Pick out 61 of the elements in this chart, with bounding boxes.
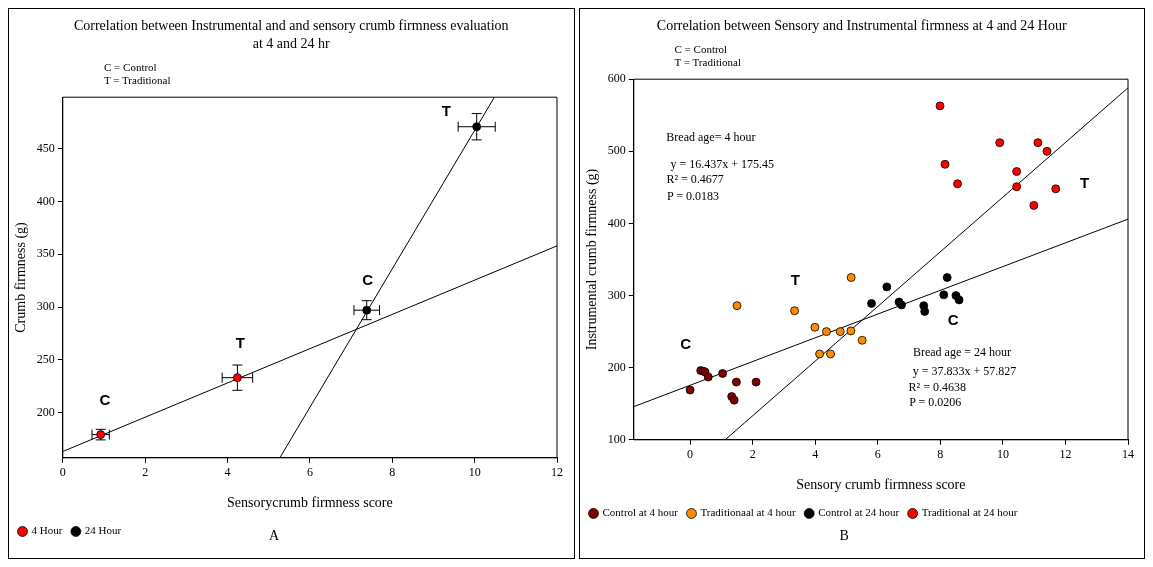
x-tick-label: 8 <box>936 447 943 462</box>
legend-label: Control at 4 hour <box>602 506 678 519</box>
text: A <box>269 528 280 544</box>
annotation: P = 0.0206 <box>908 395 961 410</box>
text: C = Control <box>674 43 729 56</box>
y-tick-label: 400 <box>36 193 55 208</box>
legend-label: Control at 24 hour <box>817 506 899 519</box>
x-tick-label: 10 <box>996 447 1009 462</box>
y-tick-label: 200 <box>36 404 55 419</box>
annotation: R² = 0.4677 <box>665 172 724 187</box>
x-tick-label: 0 <box>686 447 693 462</box>
y-axis-title: Crumb firmness (g) <box>13 221 30 333</box>
y-tick-label: 400 <box>607 215 626 230</box>
annotation: Bread age= 4 hour <box>665 130 755 145</box>
y-tick-label: 500 <box>607 143 626 158</box>
legend-label: Traditional at 24 hour <box>921 506 1018 519</box>
x-tick-label: 6 <box>874 447 881 462</box>
x-tick-label: 12 <box>1058 447 1071 462</box>
chart-title: Correlation between Sensory and Instrumental firmness at 4 and 24 Hour <box>655 17 1068 35</box>
annotation: C <box>99 390 111 408</box>
text: T = Traditional <box>104 74 172 87</box>
annotation: C <box>947 310 959 328</box>
x-tick-label: 4 <box>224 465 231 480</box>
x-tick-label: 14 <box>1121 447 1134 462</box>
y-tick-label: 100 <box>607 431 626 446</box>
x-axis-title: Sensorycrumb firmness score <box>227 495 393 511</box>
y-tick-label: 300 <box>36 299 55 314</box>
annotation: T <box>235 333 245 351</box>
legend-label: Traditionaal at 4 hour <box>699 506 796 519</box>
annotation: R² = 0.4638 <box>908 379 966 394</box>
annotation: y = 16.437x + 175.45 <box>669 157 774 172</box>
text: T = Traditional <box>674 56 742 69</box>
x-tick-label: 6 <box>306 465 313 480</box>
y-tick-label: 300 <box>607 287 626 302</box>
annotation: T <box>1079 173 1089 191</box>
text: B <box>839 528 849 544</box>
y-tick-label: 450 <box>36 141 55 156</box>
x-tick-label: 12 <box>551 465 563 480</box>
y-tick-label: 600 <box>607 71 626 86</box>
x-tick-label: 0 <box>59 465 66 480</box>
y-tick-label: 200 <box>607 359 626 374</box>
y-tick-label: 350 <box>36 246 55 261</box>
annotation: y = 37.833x + 57.827 <box>912 364 1016 379</box>
annotation: C <box>679 335 691 353</box>
x-tick-label: 2 <box>749 447 756 462</box>
y-axis-title: Instrumental crumb firmness (g) <box>583 168 600 351</box>
annotation: C <box>362 270 374 288</box>
annotation: T <box>441 102 451 120</box>
x-axis-title: Sensory crumb firmness score <box>795 477 965 493</box>
annotation: Bread age = 24 hour <box>912 345 1011 360</box>
annotation: T <box>790 271 800 289</box>
chart-title: Correlation between Instrumental and and sensory crumb firmness evaluation at 4 and 24 hr <box>72 17 510 53</box>
x-tick-label: 8 <box>389 465 396 480</box>
x-tick-label: 10 <box>468 465 481 480</box>
legend-label: 4 Hour <box>31 524 63 537</box>
x-tick-label: 4 <box>811 447 818 462</box>
y-tick-label: 250 <box>36 351 55 366</box>
x-tick-label: 2 <box>142 465 149 480</box>
text: C = Control <box>104 61 158 74</box>
annotation: P = 0.0183 <box>666 188 719 203</box>
legend-label: 24 Hour <box>84 524 122 537</box>
